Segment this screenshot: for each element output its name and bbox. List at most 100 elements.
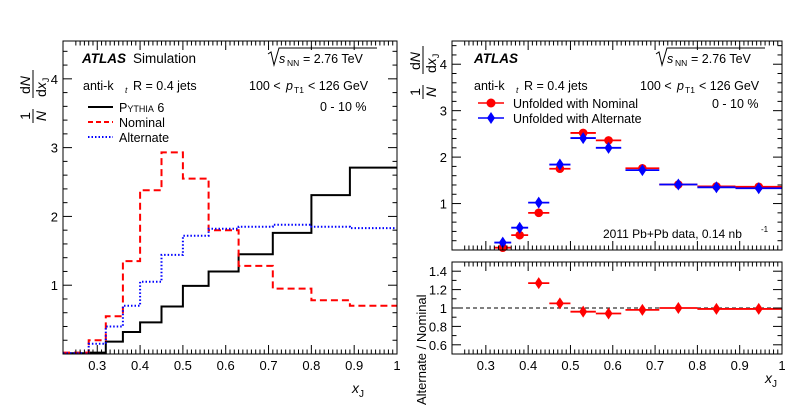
ratio-axis-ticks: 0.3 0.4 0.5 0.6 0.7 0.8 0.9 1 0.6 0.8 1 1.2 1.4 [429, 261, 786, 373]
ylabel-dxj: dxJ [33, 78, 51, 97]
left-legend: PYTHIA 6 Nominal Alternate [88, 101, 169, 145]
data-point-alternate [555, 158, 564, 171]
data-point-alternate [515, 221, 524, 234]
dataset-sup: -1 [761, 225, 769, 234]
energy-sub-right: NN [675, 58, 687, 68]
energy-label-left: s NN = 2.76 TeV [267, 47, 377, 68]
algo-sub-right: t [516, 85, 519, 95]
ylabel-dxj-right: dxJ [423, 54, 441, 73]
data-point-alternate [754, 182, 763, 195]
ratio-point [712, 302, 721, 315]
left-xtick-label: 0.9 [345, 358, 363, 373]
left-series-alternate [63, 223, 397, 355]
left-x-axis-label: xJ [351, 380, 364, 400]
data-point-alternate [638, 164, 647, 177]
ratio-xtick-label: 0.4 [519, 358, 537, 373]
right-top-plot-frame [451, 40, 783, 251]
ratio-point [754, 302, 763, 315]
pt-range-left: 100 < p T1 < 126 GeV [249, 79, 369, 95]
data-point-alternate [534, 196, 543, 209]
ratio-xtick-label: 1 [778, 358, 785, 373]
ylabel-n-right: N [423, 86, 439, 97]
pt-p-left: p [285, 79, 293, 93]
legend-text-unfolded-alternate: Unfolded with Alternate [513, 112, 642, 126]
ratio-ytick-label: 0.6 [429, 338, 447, 353]
left-ytick-label: 2 [51, 209, 58, 224]
data-point-alternate [712, 181, 721, 194]
legend-text-unfolded-nominal: Unfolded with Nominal [513, 97, 638, 111]
energy-sqrt-s-left: s [279, 52, 285, 66]
ratio-xtick-label: 0.7 [646, 358, 664, 373]
algo-r-left: R = 0.4 jets [133, 79, 197, 93]
energy-value-right: = 2.76 TeV [691, 52, 752, 66]
left-xtick-label: 0.4 [131, 358, 149, 373]
right-top-ytick-label: 2 [440, 150, 447, 165]
algo-sub-left: t [125, 85, 128, 95]
data-point-nominal [604, 136, 613, 145]
simulation-label: Simulation [133, 51, 196, 66]
algo-anti-k-left: anti-k [83, 79, 114, 93]
algo-anti-k-right: anti-k [474, 79, 505, 93]
pt-lower-left: 100 < [249, 79, 281, 93]
dataset-text: 2011 Pb+Pb data, 0.14 nb [603, 227, 742, 241]
energy-sqrt-s-right: s [667, 52, 673, 66]
right-top-axis-ticks: 1 2 3 4 [440, 41, 783, 251]
right-top-ytick-label: 4 [440, 57, 447, 72]
ylabel-n: N [33, 110, 49, 121]
ratio-point [579, 305, 588, 318]
ylabel-dn: dN [17, 75, 33, 94]
legend-marker-unfolded-nominal [486, 98, 496, 108]
right-top-ytick-label: 1 [440, 197, 447, 212]
right-top-panel: 1 2 3 4 1 N dN dxJ ATLAS s NN = 2.76 TeV an… [407, 40, 783, 252]
pt-upper-left: < 126 GeV [308, 79, 369, 93]
pt-upper-right: < 126 GeV [699, 79, 760, 93]
ratio-xtick-label: 0.3 [477, 358, 495, 373]
centrality-left: 0 - 10 % [320, 100, 367, 114]
dataset-label: 2011 Pb+Pb data, 0.14 nb -1 [603, 225, 769, 241]
left-xtick-label: 0.5 [174, 358, 192, 373]
pt-lower-right: 100 < [640, 79, 672, 93]
left-xtick-label: 0.3 [88, 358, 106, 373]
jet-algo-right: anti-k t R = 0.4 jets [474, 79, 588, 95]
data-point-alternate [674, 178, 683, 191]
right-legend: Unfolded with Nominal Unfolded with Alte… [478, 97, 642, 126]
legend-text-pythia: PYTHIA 6 [119, 101, 164, 115]
data-point-nominal [534, 208, 544, 218]
left-xtick-label: 0.7 [259, 358, 277, 373]
legend-text-alternate: Alternate [119, 131, 169, 145]
ratio-points [452, 277, 782, 320]
ratio-y-axis-label: Alternate / Nominal [414, 294, 429, 405]
ratio-point [555, 297, 564, 310]
left-ytick-label: 4 [51, 72, 58, 87]
left-ytick-label: 1 [51, 278, 58, 293]
centrality-right: 0 - 10 % [712, 97, 759, 111]
ratio-xtick-label: 0.5 [561, 358, 579, 373]
atlas-label-left: ATLAS [81, 51, 126, 66]
ratio-xtick-label: 0.6 [604, 358, 622, 373]
legend-text-nominal: Nominal [119, 116, 165, 130]
left-y-axis-label: 1 N dN dxJ [17, 70, 51, 123]
left-axis-ticks: 0.3 0.4 0.5 0.6 0.7 0.8 0.9 1 1 2 3 4 [51, 41, 401, 373]
ratio-point [674, 302, 683, 314]
left-series-pythia-6 [63, 166, 397, 355]
ratio-ytick-label: 1.2 [429, 283, 447, 298]
ratio-xtick-label: 0.9 [731, 358, 749, 373]
pt-sub-right: T1 [685, 85, 695, 95]
ratio-xtick-label: 0.8 [688, 358, 706, 373]
right-y-axis-label: 1 N dN dxJ [407, 46, 441, 99]
ylabel-dn-right: dN [407, 51, 423, 70]
ratio-point [534, 277, 543, 290]
right-x-axis-label: xJ [764, 370, 777, 390]
ratio-point [638, 303, 647, 316]
left-xtick-label: 0.6 [217, 358, 235, 373]
ratio-ytick-label: 0.8 [429, 319, 447, 334]
pt-range-right: 100 < p T1 < 126 GeV [640, 79, 760, 95]
ylabel-one: 1 [17, 112, 33, 120]
data-point-alternate [498, 236, 507, 249]
data-point-alternate [604, 141, 613, 154]
energy-sub-left: NN [287, 58, 299, 68]
data-point-nominal [515, 230, 524, 240]
data-point-alternate [579, 132, 588, 145]
energy-value-left: = 2.76 TeV [303, 52, 364, 66]
